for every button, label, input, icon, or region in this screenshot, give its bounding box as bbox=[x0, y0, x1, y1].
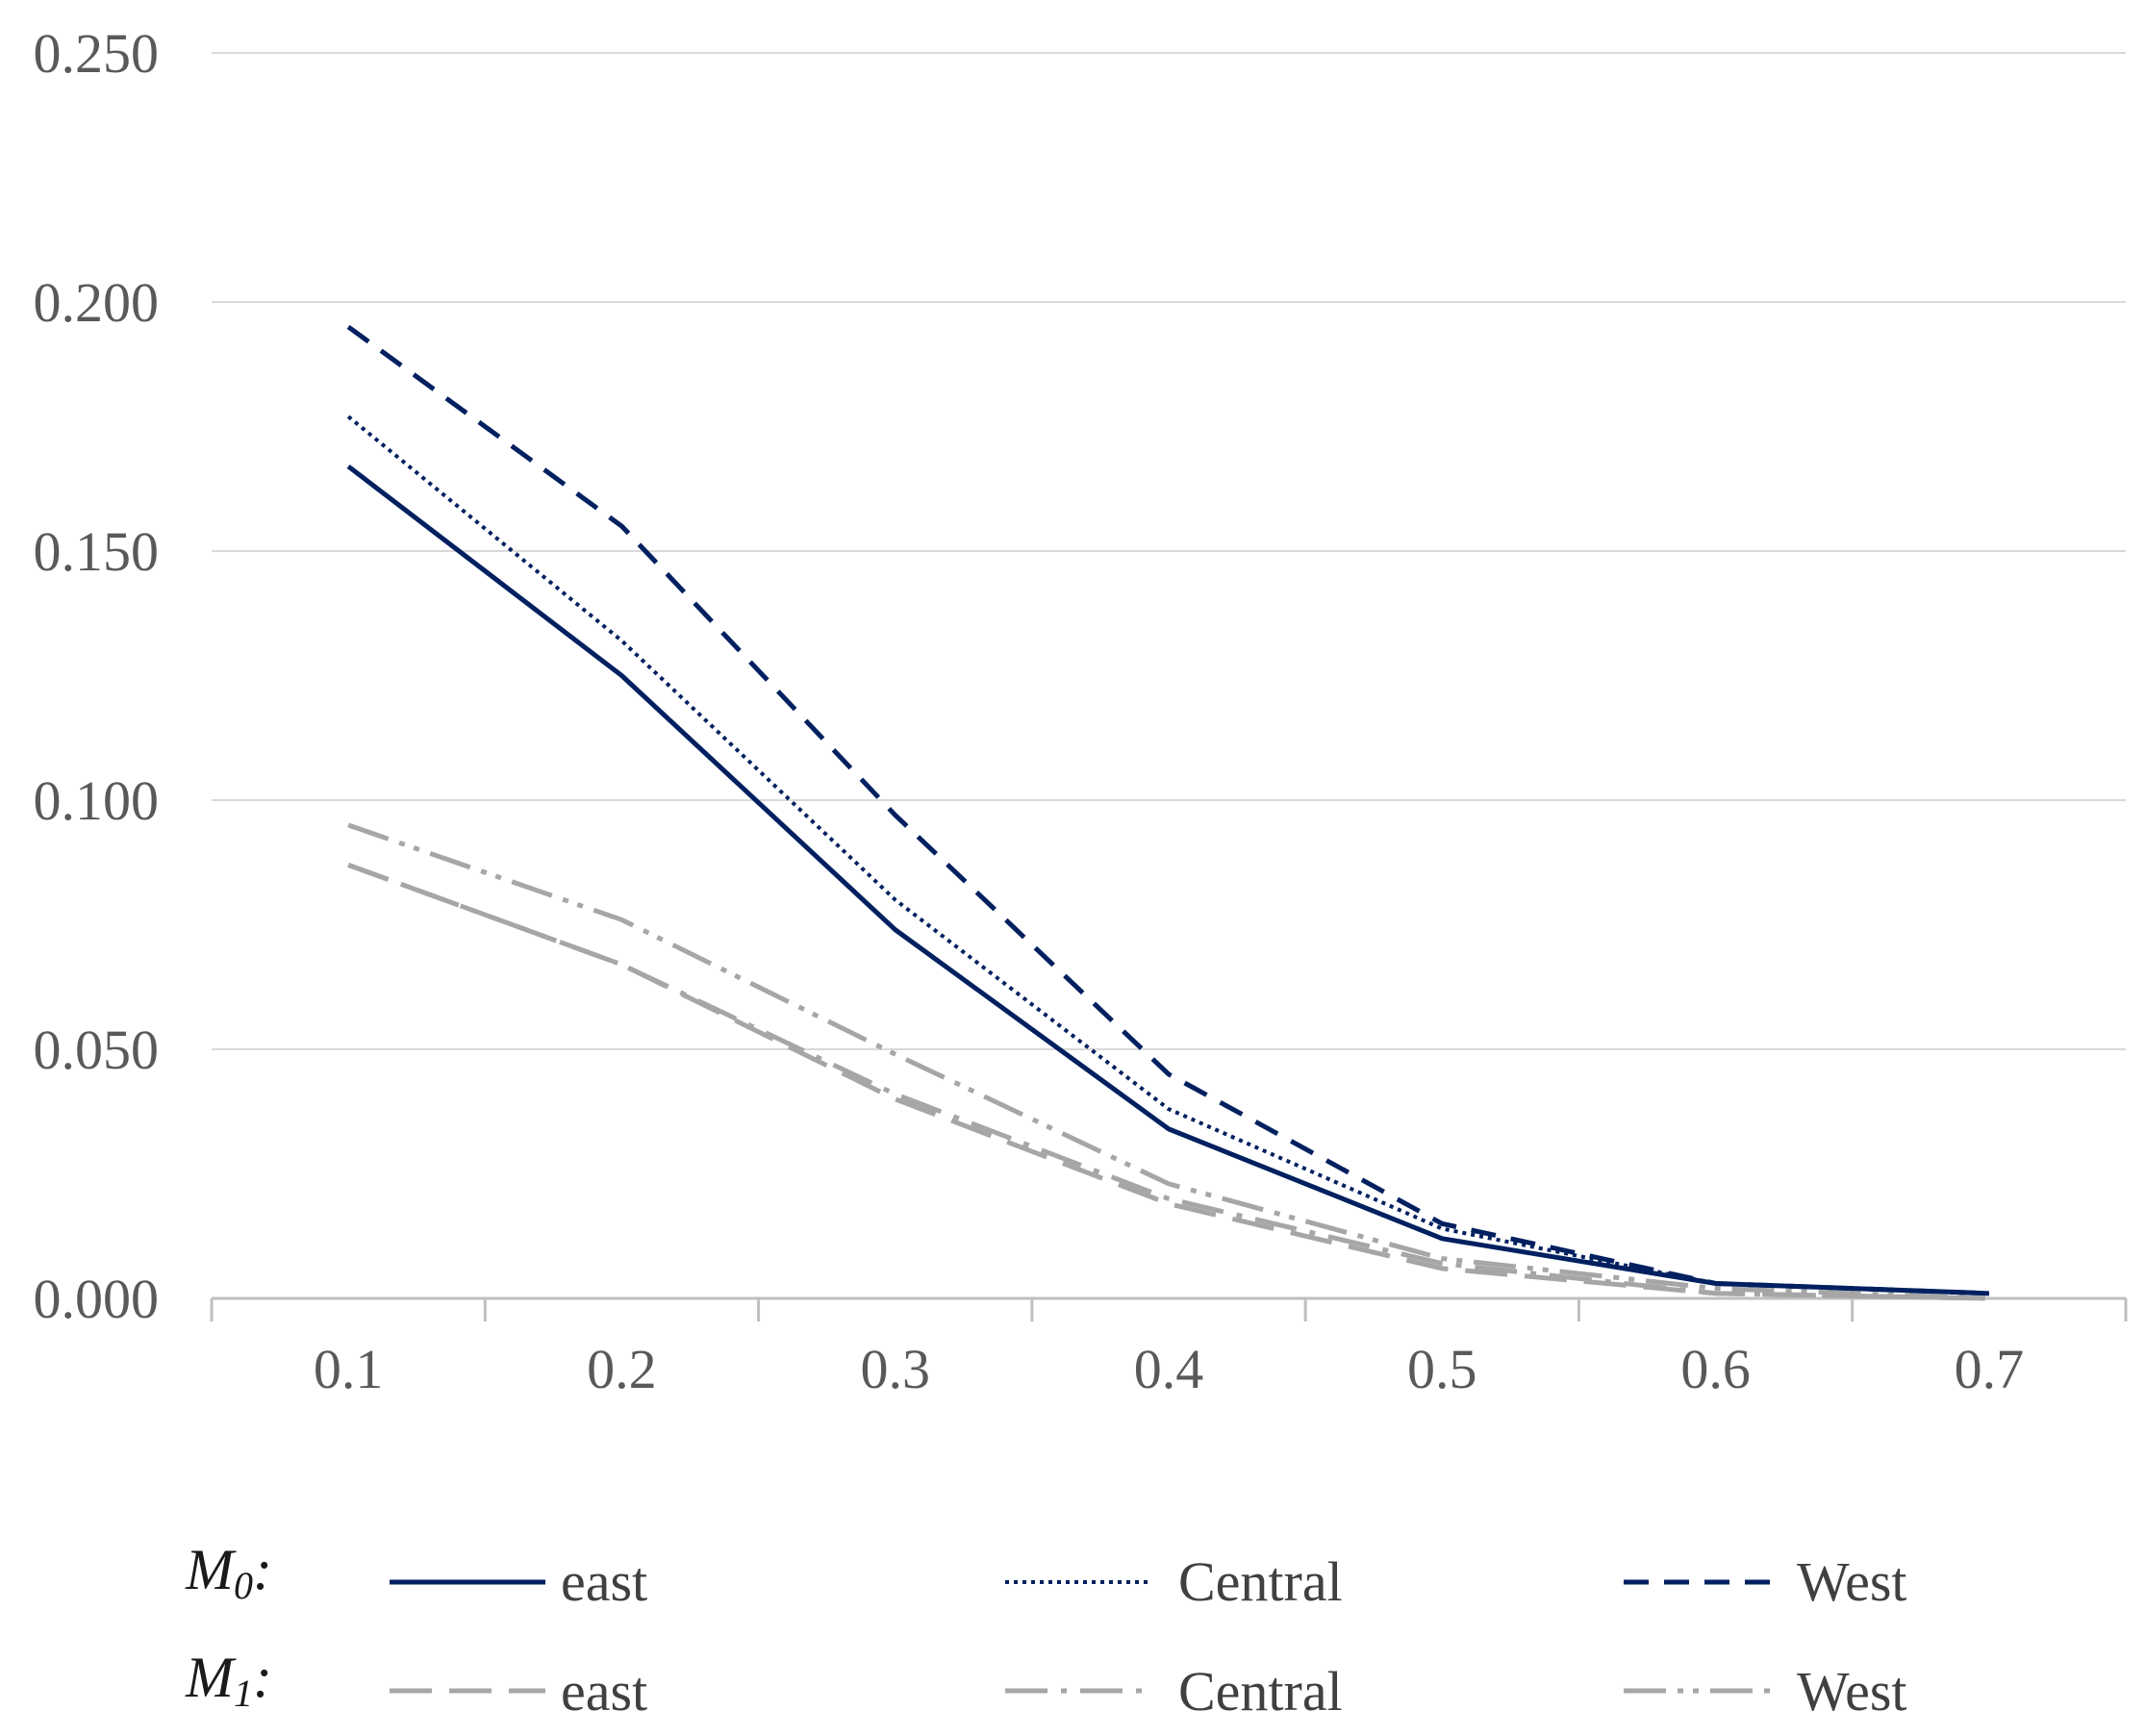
legend-group-m1-suffix: : bbox=[253, 1646, 272, 1709]
gridlines bbox=[212, 52, 2126, 1050]
legend-label-m1-east: east bbox=[561, 1660, 647, 1723]
legend-label-m0-east: east bbox=[561, 1550, 647, 1613]
y-tick-label: 0.100 bbox=[34, 769, 160, 832]
y-tick-label: 0.200 bbox=[34, 271, 160, 334]
series-line-m1-east bbox=[347, 862, 1989, 1301]
legend-label-m0-west: West bbox=[1797, 1550, 1907, 1613]
series-line-m0-west bbox=[346, 324, 1989, 1296]
tick-labels: 0.000 0.050 0.100 0.150 0.200 0.250 0.1 0.2 0.3 0… bbox=[34, 22, 2025, 1400]
series-line-m0-east bbox=[346, 464, 1989, 1296]
legend: M0: east Central West M1: east Central W… bbox=[185, 1538, 1907, 1723]
x-tick-label: 0.3 bbox=[860, 1338, 930, 1400]
legend-label-m0-central: Central bbox=[1178, 1550, 1343, 1613]
x-tick-label: 0.6 bbox=[1680, 1338, 1751, 1400]
series-line-m0-central bbox=[346, 415, 1989, 1296]
legend-group-m1-sub: 1 bbox=[234, 1672, 253, 1715]
legend-group-m0-sub: 0 bbox=[234, 1564, 253, 1607]
series-lines bbox=[346, 324, 1989, 1301]
y-tick-label: 0.250 bbox=[34, 22, 160, 85]
x-tick-label: 0.1 bbox=[314, 1338, 384, 1400]
y-tick-label: 0.150 bbox=[34, 520, 160, 583]
x-tick-label: 0.5 bbox=[1407, 1338, 1477, 1400]
x-tick-label: 0.2 bbox=[587, 1338, 657, 1400]
legend-label-m1-central: Central bbox=[1178, 1660, 1343, 1723]
legend-group-m1: M1: bbox=[185, 1646, 272, 1715]
legend-label-m1-west: West bbox=[1797, 1660, 1907, 1723]
legend-group-m0-suffix: : bbox=[253, 1538, 272, 1601]
series-line-m1-west bbox=[347, 822, 1989, 1301]
legend-group-m0-main: M bbox=[185, 1538, 237, 1601]
y-tick-label: 0.000 bbox=[34, 1268, 160, 1330]
x-axis bbox=[210, 1296, 2128, 1321]
series-line-m1-central bbox=[347, 862, 1989, 1301]
y-tick-label: 0.050 bbox=[34, 1019, 160, 1081]
x-tick-label: 0.7 bbox=[1955, 1338, 2025, 1400]
legend-group-m0: M0: bbox=[185, 1538, 272, 1607]
legend-group-m1-main: M bbox=[185, 1646, 237, 1709]
x-tick-label: 0.4 bbox=[1134, 1338, 1204, 1400]
